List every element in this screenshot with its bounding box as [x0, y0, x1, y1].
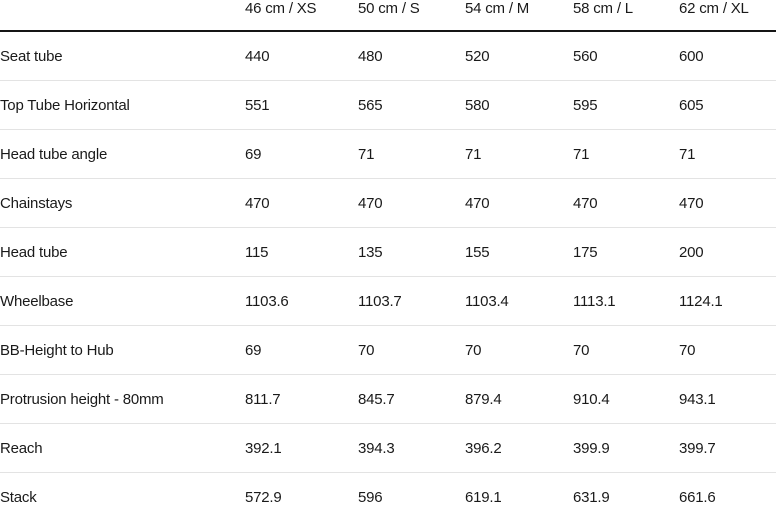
cell-value: 470 [679, 179, 776, 228]
row-label: Chainstays [0, 179, 245, 228]
cell-value: 440 [245, 31, 358, 81]
row-label: Head tube angle [0, 130, 245, 179]
cell-value: 392.1 [245, 424, 358, 473]
row-label: Wheelbase [0, 277, 245, 326]
cell-value: 480 [358, 31, 465, 81]
cell-value: 71 [573, 130, 679, 179]
cell-value: 71 [679, 130, 776, 179]
cell-value: 399.9 [573, 424, 679, 473]
table-row-head-tube: Head tube 115 135 155 175 200 [0, 228, 776, 277]
cell-value: 560 [573, 31, 679, 81]
cell-value: 845.7 [358, 375, 465, 424]
row-label: Head tube [0, 228, 245, 277]
row-label: Top Tube Horizontal [0, 81, 245, 130]
table-row-wheelbase: Wheelbase 1103.6 1103.7 1103.4 1113.1 11… [0, 277, 776, 326]
column-header-xs: 46 cm / XS [245, 0, 358, 31]
table-header-row: 46 cm / XS 50 cm / S 54 cm / M 58 cm / L… [0, 0, 776, 31]
cell-value: 619.1 [465, 473, 573, 521]
cell-value: 595 [573, 81, 679, 130]
cell-value: 470 [245, 179, 358, 228]
cell-value: 1103.7 [358, 277, 465, 326]
cell-value: 200 [679, 228, 776, 277]
column-header-s: 50 cm / S [358, 0, 465, 31]
cell-value: 69 [245, 130, 358, 179]
cell-value: 596 [358, 473, 465, 521]
table-row-top-tube-horizontal: Top Tube Horizontal 551 565 580 595 605 [0, 81, 776, 130]
row-label: Protrusion height - 80mm [0, 375, 245, 424]
column-header-xl: 62 cm / XL [679, 0, 776, 31]
cell-value: 811.7 [245, 375, 358, 424]
cell-value: 565 [358, 81, 465, 130]
column-header-l: 58 cm / L [573, 0, 679, 31]
cell-value: 910.4 [573, 375, 679, 424]
cell-value: 470 [573, 179, 679, 228]
cell-value: 580 [465, 81, 573, 130]
table-row-protrusion-height: Protrusion height - 80mm 811.7 845.7 879… [0, 375, 776, 424]
cell-value: 520 [465, 31, 573, 81]
cell-value: 70 [358, 326, 465, 375]
cell-value: 879.4 [465, 375, 573, 424]
cell-value: 399.7 [679, 424, 776, 473]
cell-value: 115 [245, 228, 358, 277]
cell-value: 572.9 [245, 473, 358, 521]
corner-cell [0, 0, 245, 31]
table-row-bb-height-to-hub: BB-Height to Hub 69 70 70 70 70 [0, 326, 776, 375]
cell-value: 70 [573, 326, 679, 375]
table-row-seat-tube: Seat tube 440 480 520 560 600 [0, 31, 776, 81]
row-label: Reach [0, 424, 245, 473]
cell-value: 631.9 [573, 473, 679, 521]
row-label: Stack [0, 473, 245, 521]
table-row-head-tube-angle: Head tube angle 69 71 71 71 71 [0, 130, 776, 179]
cell-value: 70 [679, 326, 776, 375]
row-label: BB-Height to Hub [0, 326, 245, 375]
column-header-m: 54 cm / M [465, 0, 573, 31]
cell-value: 1103.6 [245, 277, 358, 326]
cell-value: 155 [465, 228, 573, 277]
cell-value: 394.3 [358, 424, 465, 473]
cell-value: 1103.4 [465, 277, 573, 326]
cell-value: 175 [573, 228, 679, 277]
table-row-chainstays: Chainstays 470 470 470 470 470 [0, 179, 776, 228]
cell-value: 71 [465, 130, 573, 179]
cell-value: 551 [245, 81, 358, 130]
cell-value: 1124.1 [679, 277, 776, 326]
cell-value: 71 [358, 130, 465, 179]
row-label: Seat tube [0, 31, 245, 81]
cell-value: 605 [679, 81, 776, 130]
cell-value: 135 [358, 228, 465, 277]
cell-value: 943.1 [679, 375, 776, 424]
cell-value: 1113.1 [573, 277, 679, 326]
cell-value: 396.2 [465, 424, 573, 473]
cell-value: 600 [679, 31, 776, 81]
cell-value: 661.6 [679, 473, 776, 521]
cell-value: 470 [358, 179, 465, 228]
cell-value: 470 [465, 179, 573, 228]
table-row-stack: Stack 572.9 596 619.1 631.9 661.6 [0, 473, 776, 521]
table-row-reach: Reach 392.1 394.3 396.2 399.9 399.7 [0, 424, 776, 473]
cell-value: 70 [465, 326, 573, 375]
cell-value: 69 [245, 326, 358, 375]
